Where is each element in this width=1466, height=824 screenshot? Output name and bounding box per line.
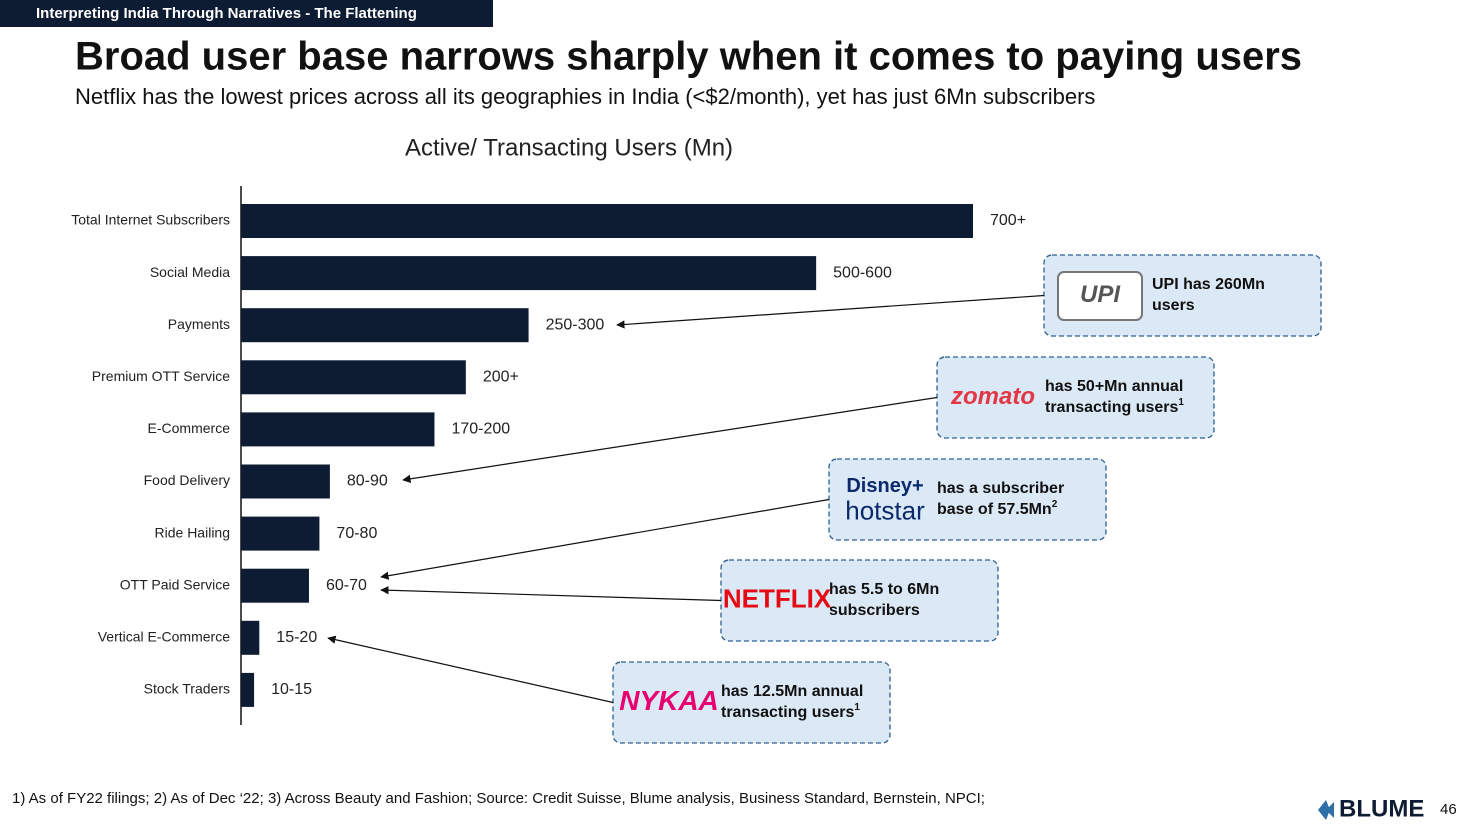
callout-text: has 5.5 to 6Mn <box>829 581 939 598</box>
callout-text: UPI has 260Mn <box>1152 276 1265 293</box>
value-label: 15-20 <box>276 629 317 646</box>
category-label: Stock Traders <box>144 681 230 697</box>
footnote: 1) As of FY22 filings; 2) As of Dec ‘22;… <box>12 790 985 807</box>
callout-text: base of 57.5Mn2 <box>937 499 1058 519</box>
callout-arrow <box>380 586 722 602</box>
callout-logo: Disney+ <box>846 475 923 497</box>
callout-text: has 50+Mn annual <box>1045 378 1183 395</box>
category-label: E-Commerce <box>148 420 231 436</box>
value-label: 60-70 <box>326 577 367 594</box>
callout-logo: hotstar <box>845 495 925 525</box>
bar <box>241 256 817 291</box>
callout-line: base of 57.5Mn <box>937 501 1052 518</box>
logo-frame <box>1057 271 1143 321</box>
callout-line: has 50+Mn annual <box>1045 378 1183 395</box>
callout-line: users <box>1152 297 1195 314</box>
callout-line: transacting users <box>1045 399 1178 416</box>
callout-text: has a subscriber <box>937 480 1064 497</box>
bar <box>241 204 973 238</box>
category-label: OTT Paid Service <box>120 576 230 592</box>
value-label: 10-15 <box>271 681 312 698</box>
callout-logo: NYKAA <box>619 685 719 716</box>
bar <box>241 516 320 551</box>
category-label: Total Internet Subscribers <box>71 212 230 228</box>
page-number: 46 <box>1440 801 1457 818</box>
bar <box>241 568 309 603</box>
category-label: Premium OTT Service <box>92 368 230 384</box>
callout-arrow <box>616 294 1045 329</box>
callout-text: users <box>1152 297 1195 314</box>
callout-text: transacting users1 <box>721 702 860 722</box>
bar <box>241 672 255 707</box>
bar <box>241 412 435 447</box>
bar <box>241 308 529 343</box>
chart-title: Active/ Transacting Users (Mn) <box>405 134 733 161</box>
callout-logo: NETFLIX <box>723 583 832 613</box>
callout-logo: UPI <box>1080 281 1121 308</box>
category-label: Vertical E-Commerce <box>98 629 230 645</box>
callout-arrow <box>402 396 938 483</box>
category-label: Food Delivery <box>144 472 230 488</box>
callout-line: has a subscriber <box>937 480 1064 497</box>
callout-arrow <box>380 498 830 580</box>
category-label: Social Media <box>150 264 230 280</box>
value-label: 500-600 <box>833 264 892 281</box>
bar <box>241 360 466 395</box>
callout-line: subscribers <box>829 602 920 619</box>
callout-text: transacting users1 <box>1045 397 1184 417</box>
value-label: 250-300 <box>546 316 605 333</box>
callout-line: has 12.5Mn annual <box>721 683 863 700</box>
category-label: Payments <box>168 316 230 332</box>
callout-line: has 5.5 to 6Mn <box>829 581 939 598</box>
callout-note: 1 <box>854 702 860 713</box>
callout-note: 1 <box>1178 397 1184 408</box>
value-label: 200+ <box>483 369 519 386</box>
value-label: 80-90 <box>347 473 388 490</box>
slide-subtitle: Netflix has the lowest prices across all… <box>75 84 1095 109</box>
callout-line: UPI has 260Mn <box>1152 276 1265 293</box>
category-label: Ride Hailing <box>155 524 230 540</box>
header-strip <box>0 0 493 27</box>
callout-arrow <box>327 635 614 704</box>
callout-text: has 12.5Mn annual <box>721 683 863 700</box>
bar <box>241 620 260 655</box>
callout-note: 2 <box>1052 499 1058 510</box>
callout-logo: zomato <box>950 383 1035 410</box>
bar <box>241 464 330 499</box>
header-tag: Interpreting India Through Narratives - … <box>36 5 417 22</box>
value-label: 700+ <box>990 212 1026 229</box>
brand-icon <box>1318 800 1334 820</box>
callout-line: transacting users <box>721 704 854 721</box>
brand: BLUME <box>1339 795 1424 822</box>
value-label: 70-80 <box>336 525 377 542</box>
value-label: 170-200 <box>451 421 510 438</box>
callout-text: subscribers <box>829 602 920 619</box>
slide-title: Broad user base narrows sharply when it … <box>75 35 1302 79</box>
